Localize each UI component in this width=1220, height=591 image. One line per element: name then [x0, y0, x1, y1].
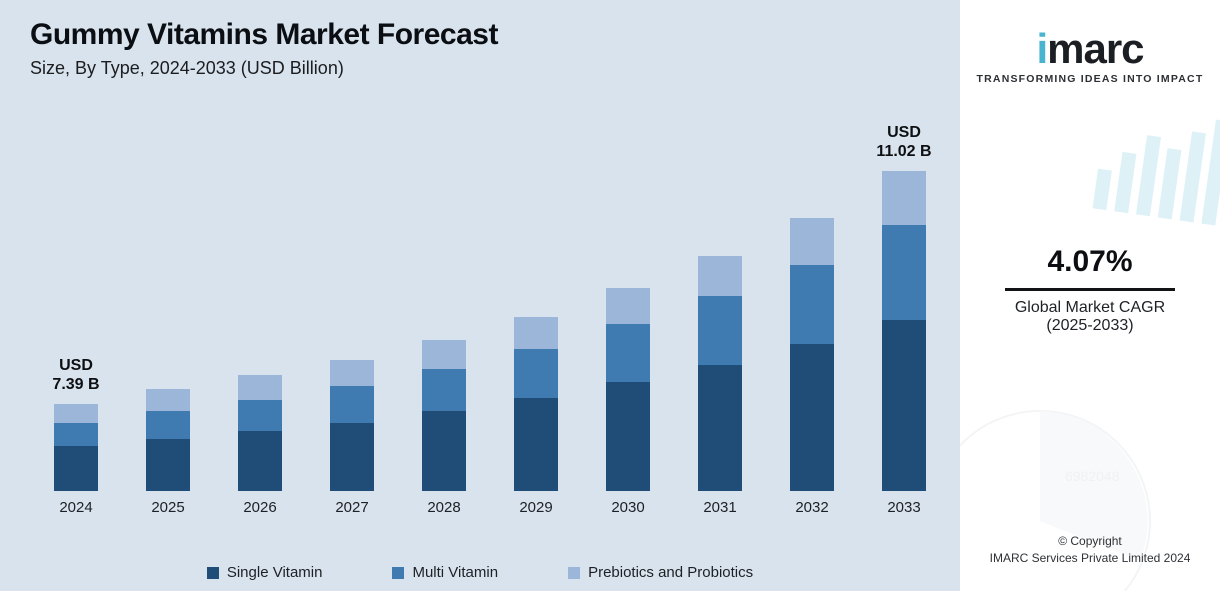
- brand-logo-i: i: [1036, 25, 1047, 72]
- x-axis-label: 2029: [490, 495, 582, 521]
- bar-segment: [882, 225, 926, 319]
- chart-title: Gummy Vitamins Market Forecast: [30, 18, 950, 52]
- bar-segment: [146, 411, 190, 439]
- stacked-bar: [146, 389, 190, 491]
- bar-column: [674, 170, 766, 491]
- chart-region: Gummy Vitamins Market Forecast Size, By …: [0, 0, 960, 591]
- bar-segment: [698, 296, 742, 364]
- bar-column: [30, 170, 122, 491]
- bar-segment: [146, 389, 190, 411]
- cagr-label-1: Global Market CAGR: [960, 299, 1220, 317]
- bar-segment: [330, 423, 374, 491]
- bar-segment: [514, 398, 558, 491]
- copyright-l2: IMARC Services Private Limited 2024: [960, 550, 1220, 567]
- legend-swatch-multi: [392, 567, 404, 579]
- copyright-l1: © Copyright: [960, 533, 1220, 550]
- bar-segment: [238, 431, 282, 491]
- stacked-bar: [790, 218, 834, 491]
- bar-segment: [422, 340, 466, 369]
- x-axis-label: 2033: [858, 495, 950, 521]
- brand-logo-text: imarc: [960, 28, 1220, 70]
- stacked-bar: [606, 288, 650, 491]
- legend: Single Vitamin Multi Vitamin Prebiotics …: [0, 564, 960, 581]
- legend-item-prepro: Prebiotics and Probiotics: [568, 564, 753, 581]
- brand-logo: imarc TRANSFORMING IDEAS INTO IMPACT: [960, 28, 1220, 85]
- chart-subtitle: Size, By Type, 2024-2033 (USD Billion): [30, 58, 950, 79]
- x-axis-label: 2030: [582, 495, 674, 521]
- bar-column: [858, 170, 950, 491]
- bar-segment: [330, 386, 374, 422]
- brand-logo-tagline: TRANSFORMING IDEAS INTO IMPACT: [960, 73, 1220, 85]
- bar-segment: [606, 288, 650, 324]
- bar-segment: [606, 324, 650, 382]
- stacked-bar: [54, 404, 98, 491]
- x-axis-label: 2031: [674, 495, 766, 521]
- legend-label-prepro: Prebiotics and Probiotics: [588, 564, 753, 581]
- bar-column: [122, 170, 214, 491]
- x-axis-label: 2027: [306, 495, 398, 521]
- annotation-end: USD 11.02 B: [858, 123, 950, 161]
- bar-segment: [698, 256, 742, 297]
- bar-segment: [882, 320, 926, 491]
- stacked-bar: [330, 360, 374, 491]
- bar-segment: [330, 360, 374, 386]
- bar-segment: [238, 375, 282, 400]
- x-axis-label: 2026: [214, 495, 306, 521]
- bar-column: [490, 170, 582, 491]
- bar-segment: [514, 349, 558, 398]
- stacked-bar: [514, 317, 558, 491]
- x-axis-label: 2024: [30, 495, 122, 521]
- brand-logo-rest: marc: [1047, 25, 1143, 72]
- bars-row: [30, 170, 950, 491]
- annotation-end-l2: 11.02 B: [876, 143, 931, 160]
- stacked-bar: [422, 340, 466, 491]
- bar-segment: [698, 365, 742, 491]
- bar-column: [398, 170, 490, 491]
- bar-segment: [514, 317, 558, 349]
- legend-item-single: Single Vitamin: [207, 564, 323, 581]
- stacked-bar: [238, 375, 282, 491]
- plot-area: USD 7.39 B USD 11.02 B 20242025202620272…: [30, 100, 950, 521]
- stacked-bar: [698, 256, 742, 491]
- bar-segment: [54, 446, 98, 491]
- copyright: © Copyright IMARC Services Private Limit…: [960, 533, 1220, 567]
- bar-segment: [54, 404, 98, 423]
- annotation-end-l1: USD: [887, 124, 921, 141]
- cagr-divider: [1005, 288, 1175, 291]
- bar-segment: [54, 423, 98, 446]
- bar-column: [306, 170, 398, 491]
- bar-segment: [606, 382, 650, 491]
- sidebar: 6982048 imarc TRANSFORMING IDEAS INTO IM…: [960, 0, 1220, 591]
- legend-label-multi: Multi Vitamin: [412, 564, 498, 581]
- legend-item-multi: Multi Vitamin: [392, 564, 498, 581]
- bar-column: [766, 170, 858, 491]
- bar-segment: [238, 400, 282, 432]
- bar-column: [214, 170, 306, 491]
- stacked-bar: [882, 171, 926, 491]
- bar-segment: [790, 265, 834, 345]
- bar-column: [582, 170, 674, 491]
- bar-segment: [790, 344, 834, 491]
- cagr-label-2: (2025-2033): [960, 317, 1220, 335]
- cagr-block: 4.07% Global Market CAGR (2025-2033): [960, 245, 1220, 335]
- x-axis-label: 2032: [766, 495, 858, 521]
- page-root: Gummy Vitamins Market Forecast Size, By …: [0, 0, 1220, 591]
- x-axis-label: 2028: [398, 495, 490, 521]
- x-axis-label: 2025: [122, 495, 214, 521]
- x-axis-labels: 2024202520262027202820292030203120322033: [30, 495, 950, 521]
- bar-segment: [790, 218, 834, 264]
- legend-swatch-single: [207, 567, 219, 579]
- bar-segment: [422, 369, 466, 411]
- legend-label-single: Single Vitamin: [227, 564, 323, 581]
- cagr-value: 4.07%: [1047, 245, 1132, 285]
- decorative-bars-icon: [1092, 89, 1220, 230]
- svg-text:6982048: 6982048: [1065, 468, 1120, 484]
- bar-segment: [422, 411, 466, 491]
- bar-segment: [146, 439, 190, 491]
- bar-segment: [882, 171, 926, 225]
- legend-swatch-prepro: [568, 567, 580, 579]
